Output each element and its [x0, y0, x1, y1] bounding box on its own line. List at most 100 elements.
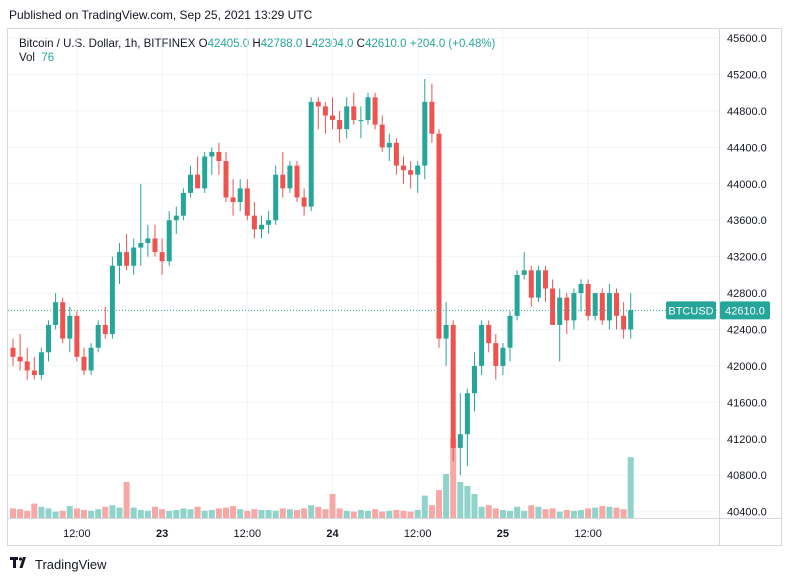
candle-body [180, 192, 186, 216]
chart-frame [7, 28, 782, 546]
candle-body [528, 270, 534, 298]
candle-body [74, 315, 80, 357]
candle-body [457, 434, 463, 448]
volume-bar [485, 505, 492, 518]
volume-bar [301, 508, 308, 518]
volume-bar [24, 510, 31, 518]
volume-bar [627, 457, 634, 518]
candle-body [259, 224, 264, 230]
candle-body [67, 315, 73, 339]
candle-body [386, 142, 392, 148]
x-tick-label: 12:00 [574, 528, 602, 540]
volume-bar [279, 508, 286, 518]
candle-body [550, 288, 556, 325]
candles [10, 79, 634, 476]
y-tick-label: 45600.0 [727, 33, 767, 45]
brand-name[interactable]: TradingView [35, 557, 107, 572]
candle-body [60, 302, 66, 339]
candle-body [621, 315, 627, 330]
volume-bar [464, 486, 471, 518]
volume-bar [528, 505, 535, 518]
volume-bar [372, 509, 379, 518]
close-value: 42610.0 [364, 38, 407, 50]
volume-bar [152, 506, 158, 518]
volume-bar [450, 438, 457, 518]
tradingview-logo-icon[interactable] [10, 557, 30, 572]
volume-bar [386, 510, 393, 518]
volume-bar [478, 506, 485, 518]
candle-body [535, 270, 541, 298]
volume-bar [265, 510, 272, 518]
volume-bar [144, 510, 151, 518]
volume-bar [123, 482, 130, 518]
volume-bar [585, 508, 592, 518]
candle-body [436, 133, 442, 339]
y-tick-label: 41200.0 [727, 434, 767, 446]
candle-body [31, 370, 37, 376]
y-tick-label: 44000.0 [727, 179, 767, 191]
volume-bar [436, 490, 442, 518]
candle-body [301, 197, 307, 207]
candle-body [287, 165, 293, 189]
price-tag-symbol: BTCUSD [668, 305, 713, 317]
y-tick-label: 44400.0 [727, 142, 767, 154]
candle-body [564, 297, 570, 321]
candle-body [138, 242, 144, 248]
high-value: 42788.0 [260, 38, 303, 50]
candle-body [344, 106, 350, 130]
y-tick-label: 40800.0 [727, 470, 767, 482]
volume-bar [59, 510, 66, 518]
volume-bar [251, 509, 258, 518]
candle-body [159, 252, 165, 262]
y-tick-label: 42800.0 [727, 288, 767, 300]
volume-bar [17, 509, 24, 518]
candle-body [152, 238, 158, 253]
candle-body [585, 283, 591, 316]
price-tag: BTCUSD 42610.0 [666, 301, 770, 320]
candle-body [117, 252, 122, 266]
volume-bar [428, 505, 435, 518]
volume-bar [286, 509, 293, 518]
volume-bar [350, 511, 357, 518]
volume-bar [407, 511, 414, 518]
x-tick-label: 12:00 [404, 528, 432, 540]
candle-body [507, 315, 513, 348]
volume-bar [393, 510, 400, 518]
volume-bar [492, 508, 499, 518]
volume-bar [187, 509, 194, 518]
candle-body [280, 174, 286, 189]
volume-bar [137, 510, 144, 518]
candle-body [365, 97, 371, 121]
symbol-label[interactable]: Bitcoin / U.S. Dollar, 1h, BITFINEX [19, 38, 196, 50]
candle-body [514, 274, 520, 316]
footer: TradingView [10, 557, 107, 572]
x-tick-label: 12:00 [63, 528, 91, 540]
volume-bar [208, 510, 215, 518]
x-tick-label: 25 [497, 528, 509, 540]
volume-bar [599, 506, 606, 518]
volume-bar [507, 510, 513, 518]
volume-bar [10, 508, 16, 518]
candle-body [308, 101, 314, 207]
candle-body [188, 174, 193, 193]
volume-bar [166, 510, 173, 518]
candle-body [109, 265, 115, 335]
candle-body [599, 293, 605, 321]
volume-bar [499, 510, 506, 518]
volume-bar [556, 511, 563, 518]
volume-bar [400, 510, 407, 518]
candle-body [95, 324, 101, 348]
candle-body [230, 197, 236, 203]
candle-body [450, 324, 456, 448]
volume-value: 76 [41, 52, 55, 64]
volume-bar [215, 508, 222, 518]
candle-body [379, 124, 385, 148]
candle-body [500, 347, 506, 366]
candle-body [102, 324, 108, 335]
open-label: O [198, 38, 208, 50]
volume-bar [457, 482, 464, 518]
volume-bar [578, 510, 584, 518]
volume-bar [606, 506, 613, 518]
candle-body [17, 356, 23, 362]
